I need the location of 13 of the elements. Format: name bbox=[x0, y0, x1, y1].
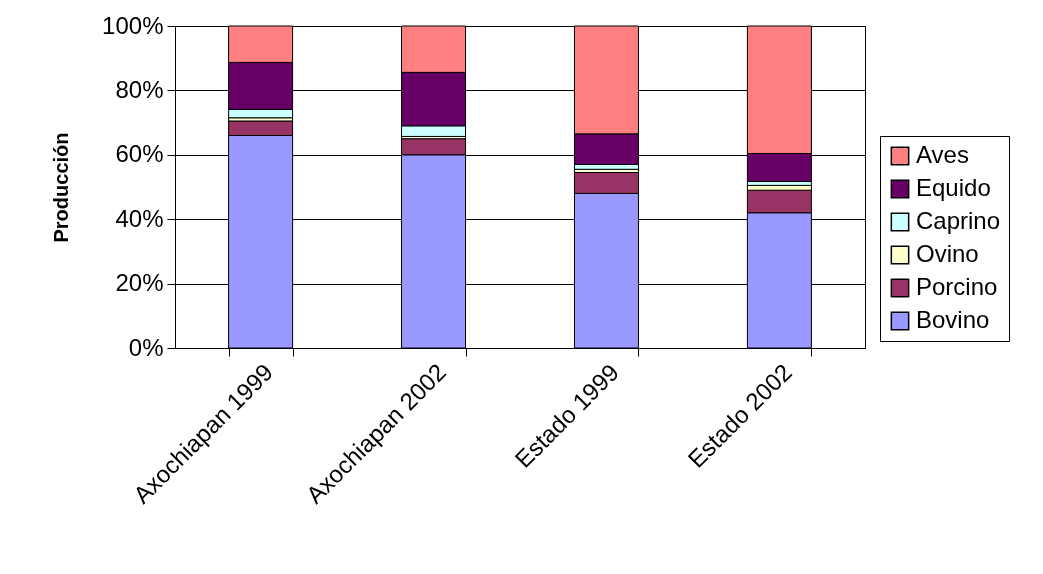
y-tick-label: 60% bbox=[115, 140, 164, 168]
y-tick-label: 100% bbox=[102, 11, 164, 39]
legend-label: Aves bbox=[916, 141, 969, 168]
legend-label: Ovino bbox=[916, 240, 979, 267]
y-tick-label: 80% bbox=[115, 75, 164, 103]
y-tick-label: 0% bbox=[128, 333, 164, 361]
y-axis-title: Producción bbox=[50, 132, 73, 243]
legend-label: Equido bbox=[916, 174, 991, 201]
legend-label: Bovino bbox=[916, 306, 990, 333]
legend-label: Caprino bbox=[916, 207, 1001, 234]
y-tick-label: 40% bbox=[115, 204, 164, 232]
legend-label: Porcino bbox=[916, 273, 998, 300]
y-tick-label: 20% bbox=[115, 269, 164, 297]
